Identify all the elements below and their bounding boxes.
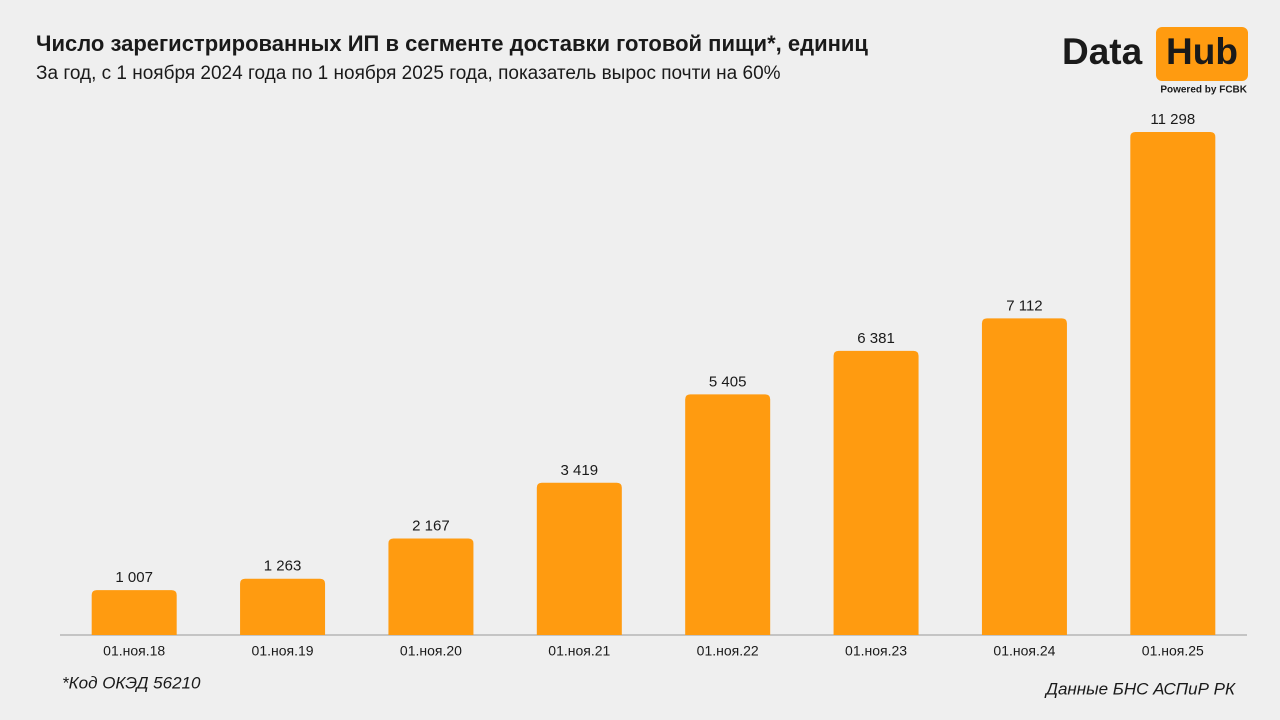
x-tick-label: 01.ноя.23 <box>845 643 907 659</box>
bar <box>981 318 1067 635</box>
value-label: 7 112 <box>1006 297 1042 314</box>
value-label: 1 263 <box>264 558 302 575</box>
chart-subtitle: За год, с 1 ноября 2024 года по 1 ноября… <box>36 63 781 84</box>
bar <box>685 394 771 635</box>
x-tick-label: 01.ноя.24 <box>993 643 1055 659</box>
bar <box>833 350 919 635</box>
logo-hub: Hub <box>1166 31 1238 72</box>
value-label: 2 167 <box>412 517 450 534</box>
bar <box>91 590 177 635</box>
value-label: 11 298 <box>1150 111 1195 128</box>
bar <box>388 538 474 635</box>
source: Данные БНС АСПиР РК <box>1044 679 1236 698</box>
x-tick-label: 01.ноя.18 <box>103 643 165 659</box>
logo-tagline: Powered by FCBK <box>1160 85 1247 96</box>
bar <box>1130 132 1216 635</box>
x-tick-label: 01.ноя.21 <box>548 643 610 659</box>
footnote: *Код ОКЭД 56210 <box>62 673 201 692</box>
logo-box <box>1156 27 1248 81</box>
value-label: 1 007 <box>115 569 153 586</box>
bar <box>240 578 326 635</box>
x-tick-label: 01.ноя.20 <box>400 643 462 659</box>
value-label: 3 419 <box>561 462 599 479</box>
value-label: 5 405 <box>709 373 747 390</box>
x-tick-label: 01.ноя.25 <box>1142 643 1204 659</box>
x-tick-label: 01.ноя.22 <box>697 643 759 659</box>
bar <box>536 482 622 635</box>
x-tick-label: 01.ноя.19 <box>252 643 314 659</box>
value-label: 6 381 <box>857 330 895 347</box>
logo-data: Data <box>1062 31 1143 72</box>
chart-title: Число зарегистрированных ИП в сегменте д… <box>36 31 868 56</box>
